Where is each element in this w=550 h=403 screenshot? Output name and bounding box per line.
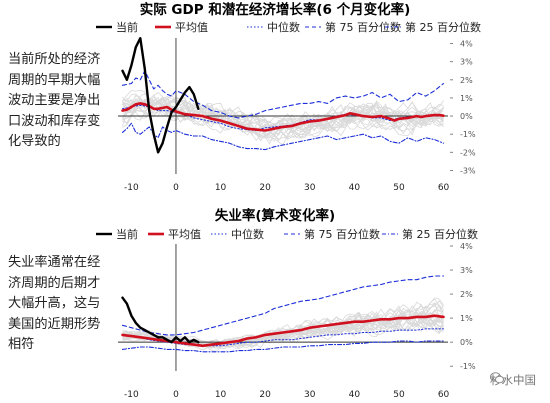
y-tick-label: -1% (460, 362, 476, 371)
series-line-average (121, 102, 445, 132)
legend-label-median: 中位数 (267, 20, 300, 34)
x-tick-label: -10 (124, 390, 139, 400)
series-line-average (121, 314, 445, 348)
series-line-pct25 (121, 340, 445, 353)
annotation-bottom: 失业率通常在经济周期的后期才大幅升高，这与美国的近期形势相符 (8, 255, 101, 352)
x-tick-label: 0 (173, 183, 179, 193)
y-tick-label: 3% (460, 266, 473, 275)
legend-label-median: 中位数 (231, 227, 264, 241)
x-tick-label: 40 (349, 183, 361, 193)
x-tick-label: 20 (259, 183, 271, 193)
legend-label-pct75: 第 75 百分位数 (304, 227, 380, 241)
legend-label-pct75: 第 75 百分位数 (325, 20, 401, 34)
x-tick-label: 40 (349, 390, 361, 400)
chart-title: 实际 GDP 和潜在经济增长率(6 个月变化率) (140, 1, 411, 18)
y-tick-label: -2% (460, 148, 476, 157)
x-tick-label: -10 (124, 183, 139, 193)
y-tick-label: 0% (460, 112, 473, 121)
y-tick-label: 2% (460, 76, 473, 85)
y-tick-label: 1% (460, 94, 473, 103)
x-tick-label: 30 (304, 390, 316, 400)
wechat-icon (490, 372, 504, 384)
x-tick-label: 30 (304, 183, 316, 193)
x-tick-label: 0 (173, 390, 179, 400)
x-tick-label: 50 (393, 390, 405, 400)
x-tick-label: 50 (393, 183, 405, 193)
y-tick-label: 3% (460, 58, 473, 67)
x-tick-label: 60 (438, 183, 450, 193)
x-tick-label: 10 (215, 390, 227, 400)
legend-label-current: 当前 (116, 20, 138, 34)
chart-1: 实际 GDP 和潜在经济增长率(6 个月变化率)当前 平均值 中位数 第 75 百分位… (96, 1, 481, 193)
historical-lines (122, 297, 444, 352)
chart-2: 失业率(算术变化率) 当前 平均值 中位数 第 75 百分位数 第 25 百分位数 -1% 0… (96, 207, 478, 400)
watermark: 杉水中国 (490, 372, 536, 388)
annotation-top: 当前所处的经济周期的早期大幅波动主要是净出口波动和库存变化导致的 (8, 52, 101, 149)
series-line-pct75 (121, 70, 445, 119)
legend-label-average: 平均值 (175, 21, 208, 34)
y-tick-label: -3% (460, 166, 476, 175)
x-tick-label: 10 (215, 183, 227, 193)
series-line-current (121, 37, 200, 154)
legend-label-average: 平均值 (168, 228, 201, 241)
y-tick-label: 4% (460, 242, 473, 251)
legend-label-current: 当前 (116, 227, 138, 241)
x-tick-label: 60 (438, 390, 450, 400)
chart-title: 失业率(算术变化率) (215, 207, 335, 224)
y-tick-label: 4% (460, 40, 473, 49)
y-tick-label: 1% (460, 314, 473, 323)
x-tick-label: 20 (259, 390, 271, 400)
y-tick-label: 0% (460, 338, 473, 347)
y-tick-label: -1% (460, 130, 476, 139)
series-line-pct75 (121, 275, 445, 336)
legend-label-pct25: 第 25 百分位数 (402, 227, 478, 241)
y-tick-label: 2% (460, 290, 473, 299)
legend-label-pct25: 第 25 百分位数 (405, 20, 481, 34)
series-line-current (121, 296, 200, 344)
